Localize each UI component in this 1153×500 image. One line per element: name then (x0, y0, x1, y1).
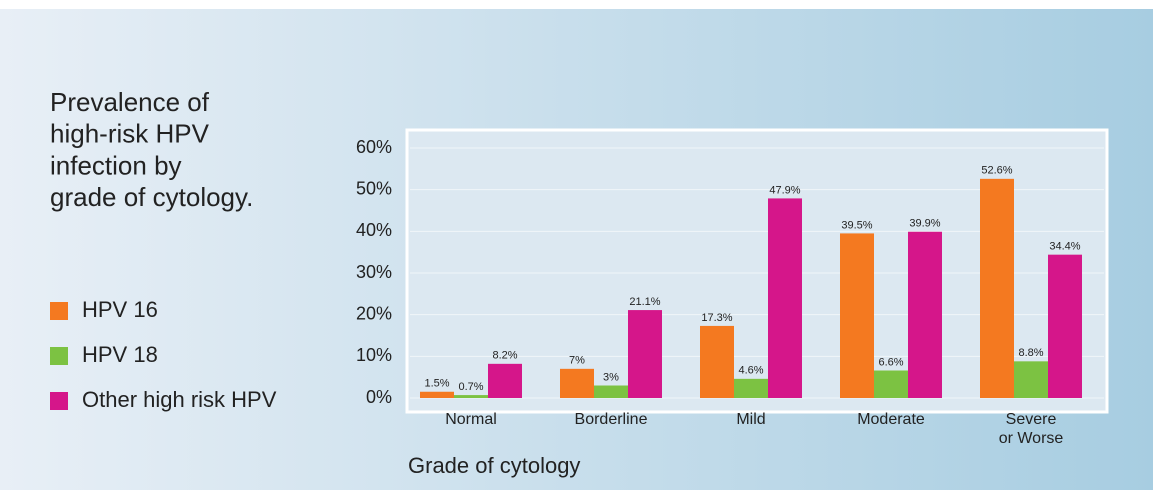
bar (628, 310, 662, 398)
legend-label: Other high risk HPV (82, 387, 277, 412)
value-label: 7% (569, 355, 585, 367)
value-label: 1.5% (424, 378, 449, 390)
y-tick-label: 10% (356, 345, 392, 365)
y-tick-label: 50% (356, 178, 392, 198)
bar (1014, 361, 1048, 398)
x-tick-label: Moderate (857, 411, 925, 428)
value-label: 0.7% (458, 381, 483, 393)
y-tick-label: 20% (356, 303, 392, 323)
value-label: 39.9% (909, 218, 940, 230)
x-tick-label: Normal (445, 411, 497, 428)
legend-label: HPV 18 (82, 342, 158, 367)
y-tick-label: 40% (356, 220, 392, 240)
bar (488, 363, 522, 398)
legend-swatch (50, 347, 68, 365)
bar (454, 395, 488, 398)
bar (980, 178, 1014, 398)
value-label: 8.2% (492, 350, 517, 362)
bar (908, 231, 942, 398)
bar (874, 370, 908, 398)
bar (1048, 254, 1082, 398)
value-label: 17.3% (701, 312, 732, 324)
x-tick-label: Severe or Worse (999, 411, 1064, 447)
bar (768, 198, 802, 398)
value-label: 39.5% (841, 219, 872, 231)
value-label: 21.1% (629, 296, 660, 308)
chart-title: Prevalence of high-risk HPV infection by gr… (50, 87, 253, 212)
y-tick-label: 30% (356, 262, 392, 282)
value-label: 34.4% (1049, 241, 1080, 253)
x-tick-label: Borderline (575, 411, 648, 428)
value-label: 6.6% (878, 356, 903, 368)
y-tick-label: 60% (356, 137, 392, 157)
value-label: 8.8% (1018, 347, 1043, 359)
value-label: 47.9% (769, 184, 800, 196)
x-axis-label: Grade of cytology (408, 453, 580, 478)
bar (700, 325, 734, 398)
bar (594, 385, 628, 398)
value-label: 3% (603, 371, 619, 383)
legend-swatch (50, 302, 68, 320)
value-label: 4.6% (738, 365, 763, 377)
bar (420, 391, 454, 398)
bar (734, 378, 768, 398)
bar (560, 368, 594, 398)
legend-label: HPV 16 (82, 297, 158, 322)
y-tick-label: 0% (366, 387, 392, 407)
legend-swatch (50, 392, 68, 410)
x-tick-label: Mild (736, 411, 765, 428)
bar (840, 233, 874, 398)
value-label: 52.6% (981, 165, 1012, 177)
